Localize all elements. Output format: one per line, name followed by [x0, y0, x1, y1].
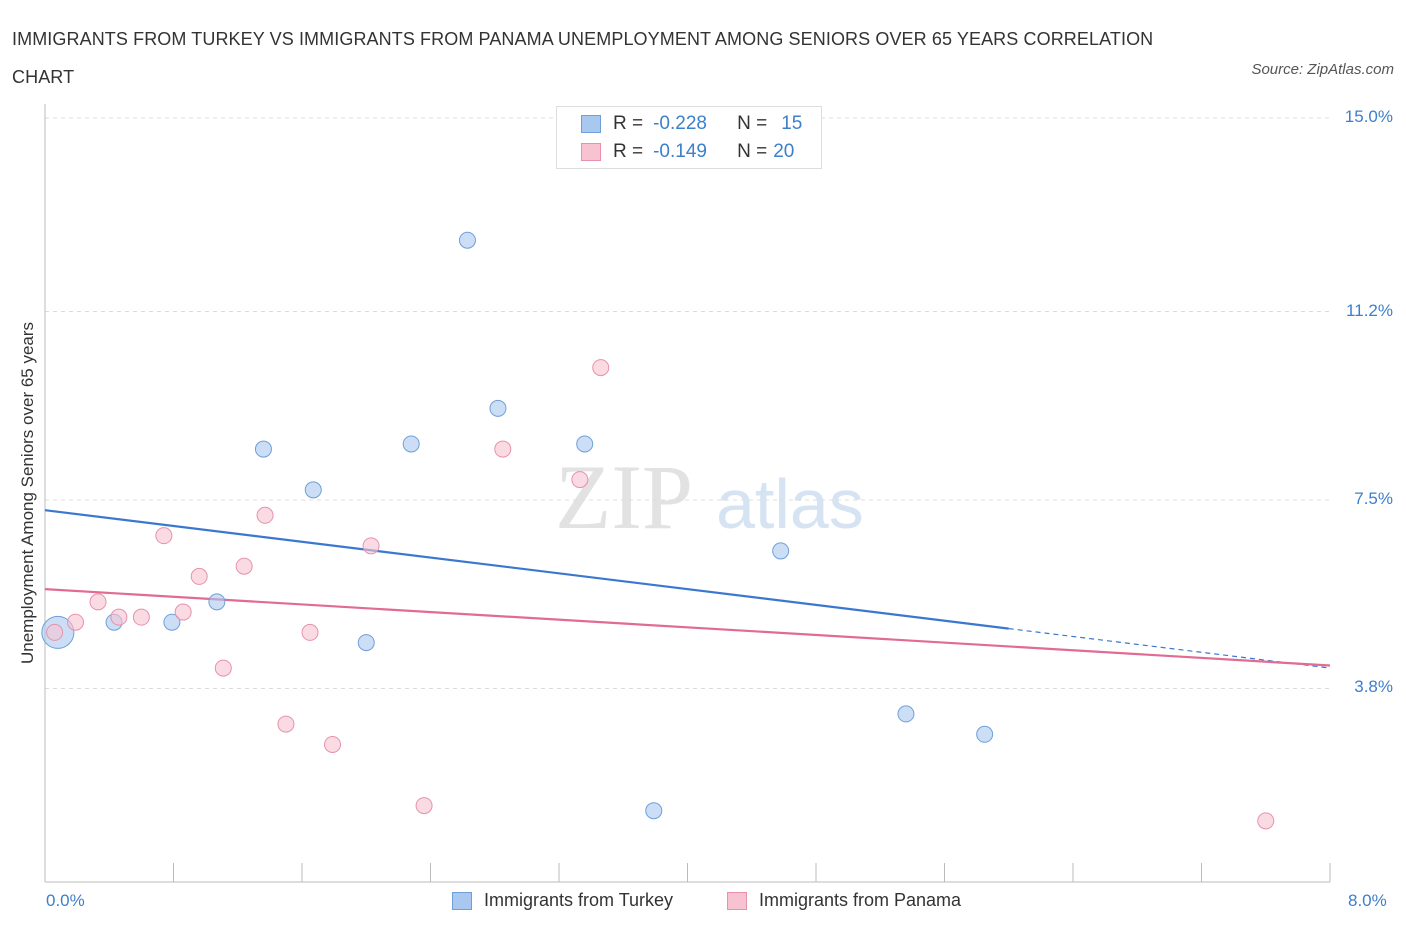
data-point-turkey [208, 593, 226, 611]
legend-row-panama: R = -0.149 N = 20 [581, 140, 794, 164]
legend-n-label: N = [737, 113, 768, 134]
data-point-panama [67, 613, 85, 631]
data-point-panama [362, 537, 380, 555]
watermark-zip: ZIP [555, 446, 693, 548]
legend-item-turkey: Immigrants from Turkey [452, 890, 673, 911]
data-point-panama [256, 506, 274, 524]
data-point-panama [301, 623, 319, 641]
data-point-turkey [357, 634, 375, 652]
legend-r-label: R = [613, 113, 644, 134]
watermark-atlas: atlas [716, 465, 864, 543]
trend-line-panama [44, 588, 1331, 667]
data-point-panama [174, 603, 192, 621]
data-point-panama [214, 659, 232, 677]
legend-swatch-turkey [581, 115, 601, 133]
data-point-panama [415, 797, 433, 815]
legend-n-value: 20 [773, 141, 795, 162]
data-point-panama [592, 359, 610, 377]
legend-r-value: -0.149 [653, 141, 707, 162]
legend-row-turkey: R = -0.228 N = 15 [581, 112, 802, 136]
y-tick-label: 7.5% [1354, 489, 1393, 508]
data-point-panama [155, 527, 173, 545]
data-point-panama [324, 735, 342, 753]
data-point-turkey [576, 435, 594, 453]
data-point-turkey [254, 440, 272, 458]
trend-line-turkey [44, 509, 1009, 630]
data-point-turkey [402, 435, 420, 453]
data-point-turkey [489, 399, 507, 417]
legend-label-panama: Immigrants from Panama [759, 890, 962, 910]
x-tick-label-max: 8.0% [1348, 891, 1387, 910]
data-point-panama [494, 440, 512, 458]
data-point-turkey [976, 725, 994, 743]
legend-swatch-panama [581, 143, 601, 161]
chart-title: IMMIGRANTS FROM TURKEY VS IMMIGRANTS FRO… [12, 29, 1154, 87]
data-point-panama [1257, 812, 1275, 830]
legend-swatch-panama [727, 891, 747, 910]
y-tick-label: 15.0% [1344, 107, 1393, 126]
y-tick-label: 3.8% [1354, 677, 1393, 697]
data-point-turkey [163, 613, 181, 631]
legend-item-panama: Immigrants from Panama [727, 890, 961, 911]
data-point-panama [571, 471, 589, 489]
data-point-panama [110, 608, 128, 626]
data-point-turkey [304, 481, 322, 499]
data-point-turkey [897, 705, 915, 723]
data-point-panama [46, 623, 64, 641]
correlation-legend: R = -0.228 N = 15 R = -0.149 N = 20 [556, 106, 822, 169]
data-point-turkey [458, 231, 476, 249]
legend-r-label: R = [613, 141, 644, 162]
y-tick-label: 11.2% [1346, 300, 1393, 320]
source-label: Source: ZipAtlas.com [1251, 61, 1394, 78]
x-tick-label-min: 0.0% [46, 891, 85, 910]
legend-r-value: -0.228 [653, 113, 707, 134]
data-point-panama [277, 715, 295, 733]
legend-n-value: 15 [781, 113, 803, 134]
data-point-panama [235, 557, 253, 575]
legend-label-turkey: Immigrants from Turkey [484, 890, 674, 910]
data-point-turkey [772, 542, 790, 560]
data-point-panama [190, 567, 208, 585]
legend-n-label: N = [737, 141, 768, 162]
data-point-turkey [645, 802, 663, 820]
data-point-panama [89, 593, 107, 611]
data-point-panama [132, 608, 150, 626]
legend-swatch-turkey [452, 891, 472, 910]
